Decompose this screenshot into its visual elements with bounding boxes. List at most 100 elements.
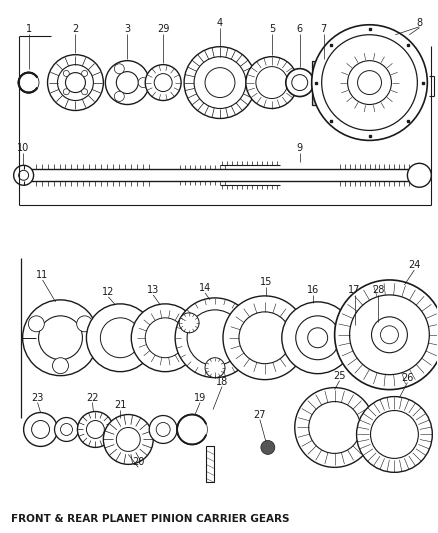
Circle shape [246, 56, 298, 109]
Circle shape [375, 332, 388, 344]
Text: 9: 9 [297, 143, 303, 154]
Circle shape [77, 316, 93, 332]
Circle shape [381, 326, 399, 344]
Text: 6: 6 [297, 24, 303, 34]
Text: 18: 18 [216, 377, 228, 386]
Circle shape [66, 72, 85, 93]
Circle shape [184, 47, 256, 118]
Text: 13: 13 [147, 285, 159, 295]
Circle shape [117, 427, 140, 451]
Circle shape [407, 163, 431, 187]
Text: 10: 10 [17, 143, 29, 154]
Text: 24: 24 [408, 260, 420, 270]
Text: 15: 15 [260, 277, 272, 287]
Circle shape [145, 64, 181, 101]
Circle shape [100, 318, 140, 358]
Circle shape [19, 72, 39, 93]
Text: 28: 28 [372, 285, 385, 295]
Circle shape [103, 415, 153, 464]
Text: 14: 14 [199, 283, 211, 293]
Circle shape [223, 296, 307, 379]
Circle shape [81, 89, 88, 95]
Circle shape [177, 415, 207, 445]
Circle shape [138, 78, 148, 87]
Circle shape [64, 70, 69, 76]
Circle shape [60, 424, 72, 435]
Circle shape [256, 67, 288, 99]
Circle shape [282, 302, 353, 374]
Circle shape [81, 70, 88, 76]
Circle shape [309, 401, 360, 454]
Circle shape [312, 71, 336, 94]
Circle shape [371, 327, 392, 349]
Circle shape [308, 328, 328, 348]
Circle shape [57, 64, 93, 101]
Text: 25: 25 [333, 370, 346, 381]
Circle shape [131, 304, 199, 372]
Text: 16: 16 [307, 285, 319, 295]
Circle shape [184, 422, 200, 438]
Circle shape [106, 61, 149, 104]
Circle shape [348, 61, 392, 104]
Circle shape [86, 421, 104, 439]
Text: 8: 8 [416, 18, 422, 28]
Text: 20: 20 [132, 457, 145, 467]
Text: 11: 11 [36, 270, 49, 280]
Circle shape [145, 318, 185, 358]
Circle shape [23, 300, 99, 376]
Text: FRONT & REAR PLANET PINION CARRIER GEARS: FRONT & REAR PLANET PINION CARRIER GEARS [11, 514, 289, 524]
Text: 4: 4 [217, 18, 223, 28]
Text: 3: 3 [124, 24, 131, 34]
Circle shape [239, 312, 291, 364]
Circle shape [179, 313, 199, 333]
Circle shape [53, 358, 68, 374]
Circle shape [154, 74, 172, 92]
Circle shape [205, 358, 225, 378]
Circle shape [286, 69, 314, 96]
Circle shape [19, 171, 28, 180]
Circle shape [292, 75, 308, 91]
Circle shape [261, 440, 275, 455]
Circle shape [205, 68, 235, 98]
Circle shape [54, 417, 78, 441]
Circle shape [48, 55, 103, 110]
Circle shape [339, 330, 356, 346]
Circle shape [24, 413, 57, 447]
Text: 23: 23 [32, 393, 44, 402]
Text: 5: 5 [268, 24, 275, 34]
Text: 27: 27 [254, 409, 266, 419]
Circle shape [335, 280, 438, 390]
Circle shape [78, 411, 113, 447]
Circle shape [312, 25, 427, 140]
Circle shape [194, 56, 246, 109]
Circle shape [187, 310, 243, 366]
Bar [312, 61, 336, 104]
Circle shape [39, 316, 82, 360]
Text: 29: 29 [157, 24, 170, 34]
Circle shape [231, 313, 251, 333]
Circle shape [357, 397, 432, 472]
Circle shape [32, 421, 49, 439]
Text: 19: 19 [194, 393, 206, 402]
Text: 12: 12 [102, 287, 115, 297]
Circle shape [177, 415, 207, 445]
Text: 1: 1 [25, 24, 32, 34]
Circle shape [114, 92, 124, 101]
Bar [206, 447, 214, 482]
Circle shape [343, 324, 371, 352]
Circle shape [19, 72, 39, 93]
Text: 21: 21 [114, 400, 127, 409]
Circle shape [114, 64, 124, 74]
Circle shape [371, 317, 407, 353]
Text: 7: 7 [321, 24, 327, 34]
Text: 2: 2 [72, 24, 78, 34]
Circle shape [296, 316, 339, 360]
Circle shape [117, 71, 138, 94]
Circle shape [149, 416, 177, 443]
Text: 17: 17 [348, 285, 361, 295]
Circle shape [14, 165, 34, 185]
Circle shape [295, 387, 374, 467]
Circle shape [350, 331, 364, 345]
Circle shape [86, 304, 154, 372]
Circle shape [175, 298, 255, 378]
